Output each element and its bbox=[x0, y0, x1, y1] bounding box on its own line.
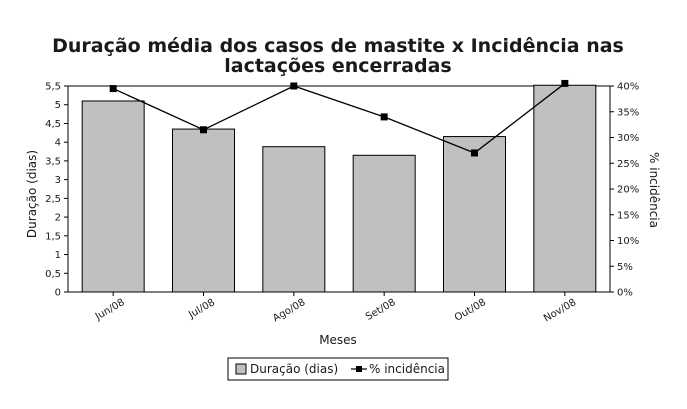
bar-duracao bbox=[443, 136, 506, 293]
y-right-tick-label: 10% bbox=[617, 236, 639, 247]
y-left-tick-label: 3,5 bbox=[45, 156, 61, 167]
y-left-tick-label: 0,5 bbox=[45, 269, 61, 280]
y-right-tick-label: 0% bbox=[617, 288, 633, 299]
bar-duracao bbox=[172, 128, 235, 293]
x-tick-label: Jul/08 bbox=[186, 297, 217, 321]
legend-box bbox=[227, 357, 449, 381]
legend-marker-swatch bbox=[356, 366, 362, 372]
y-left-tick-label: 2 bbox=[55, 213, 61, 224]
y-left-tick-label: 1 bbox=[55, 250, 61, 261]
y-right-tick-label: 25% bbox=[617, 159, 639, 170]
y-right-tick-label: 5% bbox=[617, 262, 633, 273]
point-incidencia bbox=[380, 113, 388, 121]
point-incidencia bbox=[109, 85, 117, 93]
x-tick-label: Set/08 bbox=[364, 297, 398, 323]
line-incidencia bbox=[112, 82, 566, 154]
y-right-tick-label: 15% bbox=[617, 210, 639, 221]
point-incidencia bbox=[561, 79, 569, 87]
bar-duracao bbox=[81, 100, 145, 293]
plot-area: 0 0,5 1 1,5 2 2,5 3 3,5 4 4,5 5 5,5 0% 5% 10% 15% 20% 25%… bbox=[45, 79, 639, 324]
y-left-tick-label: 4,5 bbox=[45, 119, 61, 130]
x-tick-label: Nov/08 bbox=[542, 297, 578, 324]
y-left-tick-label: 4 bbox=[55, 138, 61, 149]
y-axis-left-label: Duração (dias) bbox=[25, 150, 39, 238]
x-tick-label: Out/08 bbox=[453, 297, 488, 324]
point-incidencia bbox=[290, 82, 298, 90]
y-left-tick-label: 2,5 bbox=[45, 194, 61, 205]
legend: Duração (dias) % incidência bbox=[227, 357, 449, 381]
x-tick-label: Ago/08 bbox=[271, 297, 307, 324]
y-right-tick-label: 20% bbox=[617, 185, 639, 196]
bar-duracao bbox=[262, 146, 326, 293]
y-left-tick-label: 5 bbox=[55, 100, 61, 111]
x-tick-label: Jun/08 bbox=[93, 297, 127, 323]
x-axis-label: Meses bbox=[319, 333, 357, 347]
y-axis-right-label: % incidência bbox=[647, 152, 661, 228]
y-right-tick-label: 30% bbox=[617, 133, 639, 144]
y-left-tick-label: 5,5 bbox=[45, 82, 61, 93]
y-left-tick-label: 1,5 bbox=[45, 231, 61, 242]
chart-title-line-1: Duração média dos casos de mastite x Inc… bbox=[52, 35, 624, 57]
chart-title-line-2: lactações encerradas bbox=[224, 55, 451, 77]
legend-label-incidencia: % incidência bbox=[369, 362, 445, 376]
y-right-tick-label: 40% bbox=[617, 82, 639, 93]
legend-bar-swatch bbox=[235, 363, 247, 375]
y-right-tick-label: 35% bbox=[617, 107, 639, 118]
bar-duracao bbox=[352, 154, 416, 293]
plot-frame bbox=[67, 85, 611, 293]
legend-label-duracao: Duração (dias) bbox=[250, 362, 338, 376]
point-incidencia bbox=[471, 149, 478, 157]
point-incidencia bbox=[200, 126, 207, 134]
y-left-tick-label: 0 bbox=[55, 288, 61, 299]
bar-duracao bbox=[533, 84, 597, 293]
y-left-tick-label: 3 bbox=[55, 175, 61, 186]
